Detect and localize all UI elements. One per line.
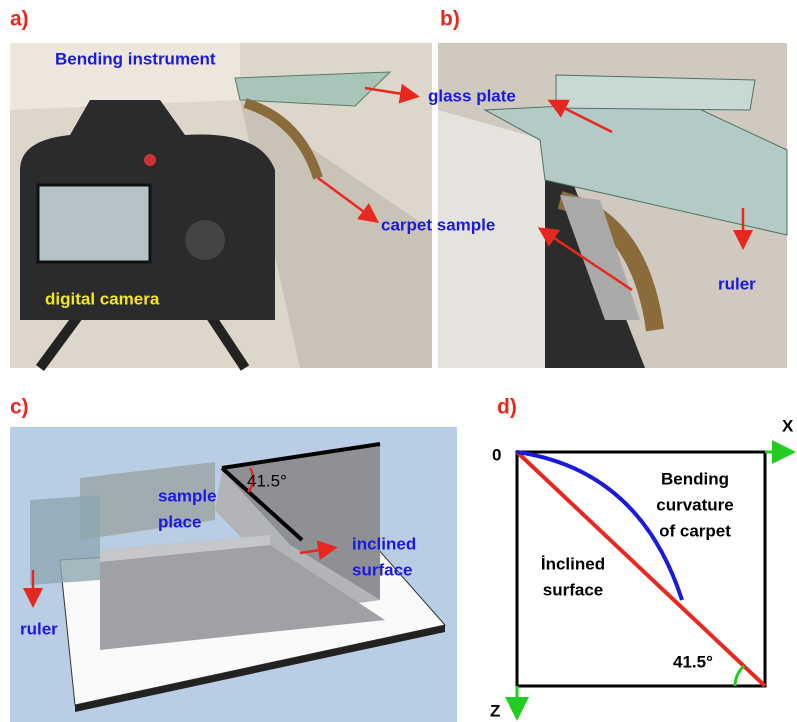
- annotation: surface: [543, 580, 603, 599]
- figure: a) b) c) d) Bending instrument digital c…: [0, 0, 797, 722]
- annotation: ruler: [20, 619, 58, 638]
- annotation: Bending: [661, 469, 729, 488]
- annotation: curvature: [656, 495, 733, 514]
- annotation: of carpet: [659, 521, 731, 540]
- axis-label: X: [782, 416, 794, 435]
- panel-label: b): [440, 8, 460, 31]
- annotation: carpet sample: [381, 215, 495, 234]
- panel-label: c): [10, 396, 29, 419]
- annotation: surface: [352, 560, 412, 579]
- annotation: ruler: [718, 274, 756, 293]
- panel-label: a): [10, 8, 29, 31]
- angle-label: 41.5°: [673, 652, 713, 671]
- annotation: sample: [158, 486, 217, 505]
- origin-label: 0: [492, 445, 501, 464]
- annotation: İnclined: [541, 554, 605, 573]
- annotation: inclined: [352, 534, 416, 553]
- annotation: glass plate: [428, 86, 516, 105]
- angle-label: 41.5°: [247, 471, 287, 490]
- annotation: digital camera: [45, 289, 160, 308]
- annotation: Bending instrument: [55, 49, 216, 68]
- panel-label: d): [497, 396, 517, 419]
- photo-a: [10, 43, 432, 368]
- annotation: place: [158, 512, 201, 531]
- axis-label: Z: [490, 701, 500, 720]
